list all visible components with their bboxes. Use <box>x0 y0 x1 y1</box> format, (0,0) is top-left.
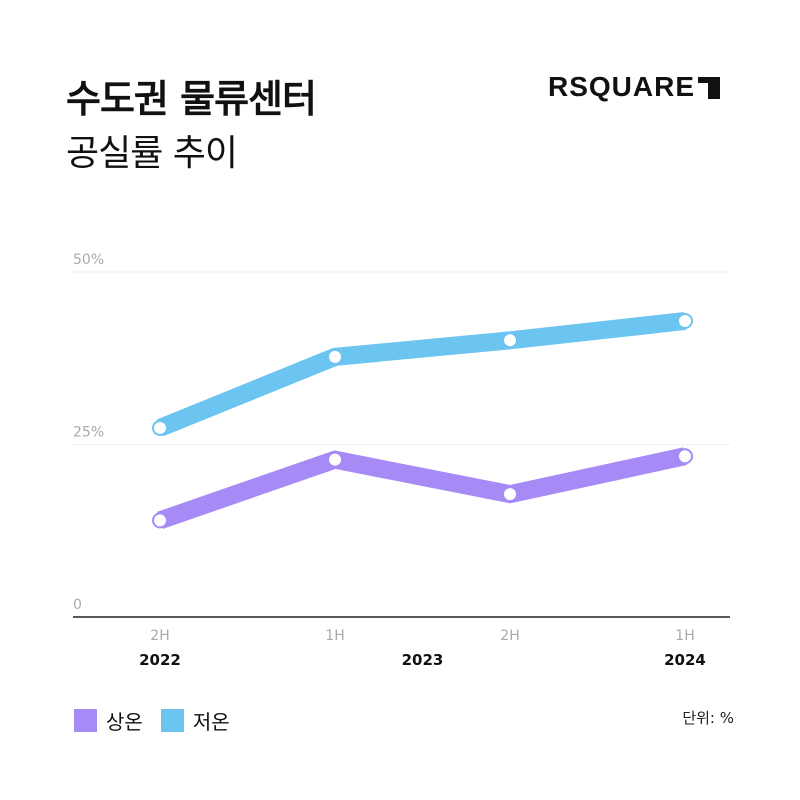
legend-label-upper: 상온 <box>106 710 143 734</box>
x-tick-label: 1H <box>325 628 344 644</box>
legend-item-lower: 저온 <box>160 706 230 735</box>
brand-logo: RSQUARE <box>548 70 721 104</box>
x-tick-label: 2H <box>150 628 169 644</box>
x-tick-label: 1H <box>675 628 694 644</box>
data-point <box>327 348 343 365</box>
series-line-0 <box>157 447 687 529</box>
x-year-label: 2023 <box>402 651 444 669</box>
unit-note: 단위: % <box>682 709 734 727</box>
legend-label-lower: 저온 <box>192 710 230 734</box>
y-tick-label: 25% <box>73 425 104 441</box>
data-point <box>327 451 343 468</box>
legend-swatch-lower <box>160 709 184 732</box>
legend-swatch-upper <box>74 709 97 732</box>
x-year-label: 2022 <box>139 651 181 669</box>
brand-logo-mark-icon <box>698 77 721 99</box>
y-tick-label: 50% <box>73 252 104 268</box>
data-point <box>502 486 518 503</box>
legend-item-upper: 상온 <box>74 706 143 735</box>
series-line-1 <box>156 312 686 437</box>
data-point <box>152 512 168 529</box>
chart-subtitle: 공실률 추이 <box>66 133 238 174</box>
x-tick-label: 2H <box>500 628 519 644</box>
x-year-label: 2024 <box>664 651 706 669</box>
chart-title: 수도권 물류센터 <box>66 77 317 121</box>
data-point <box>677 448 693 465</box>
data-point <box>677 312 693 329</box>
chart-legend: 상온 저온 <box>74 706 248 735</box>
y-tick-label: 0 <box>73 597 82 613</box>
data-point <box>152 419 168 436</box>
brand-logo-text: RSQUARE <box>548 71 696 102</box>
data-point <box>502 332 518 349</box>
